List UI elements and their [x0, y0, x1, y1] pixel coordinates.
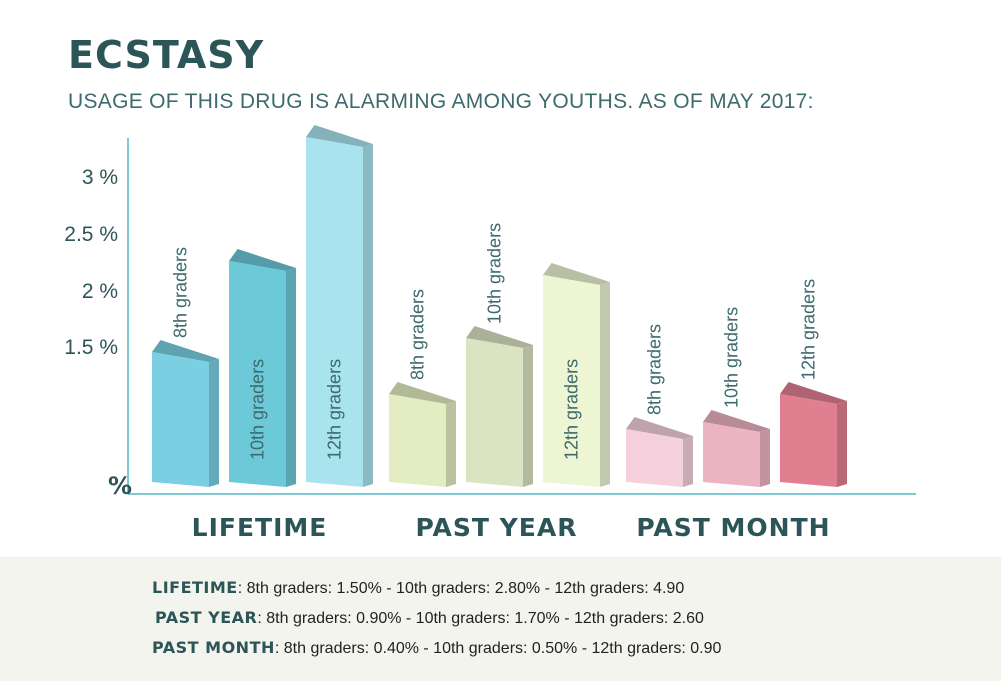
bar-series-label: 10th graders [485, 223, 505, 324]
bar-series-label: 8th graders [171, 247, 191, 338]
bar-side [760, 429, 770, 487]
category-label: PAST MONTH [636, 513, 830, 542]
bar [780, 394, 837, 487]
summary-text: : 8th graders: 1.50% - 10th graders: 2.8… [237, 580, 685, 597]
bar-side [523, 345, 533, 487]
y-tick-label: 1.5 % [64, 336, 118, 359]
bar-top [703, 410, 770, 432]
bar-top [626, 417, 693, 439]
bar-side [363, 144, 373, 487]
bar [543, 275, 600, 487]
bar-side [683, 436, 693, 487]
y-tick-label: 2 % [82, 280, 118, 303]
bar-series-label: 10th graders [722, 307, 742, 408]
bar-side [286, 268, 296, 487]
bar-top [780, 382, 847, 404]
summary-line-past-year: PAST YEAR: 8th graders: 0.90% - 10th gra… [155, 608, 704, 628]
y-axis-label: % [108, 472, 132, 500]
bar-series-label: 12th graders [325, 359, 345, 460]
chart-subtitle: USAGE OF THIS DRUG IS ALARMING AMONG YOU… [68, 90, 814, 113]
bar-series-label: 12th graders [799, 279, 819, 380]
summary-line-lifetime: LIFETIME: 8th graders: 1.50% - 10th grad… [152, 578, 684, 598]
bar-top [152, 340, 219, 362]
summary-text: : 8th graders: 0.90% - 10th graders: 1.7… [257, 610, 704, 627]
bar [703, 422, 760, 487]
bar-series-label: 8th graders [408, 289, 428, 380]
bar-side [446, 401, 456, 487]
bar [626, 429, 683, 487]
bar-top [229, 249, 296, 271]
chart-title: ECSTASY [68, 33, 265, 77]
summary-line-past-month: PAST MONTH: 8th graders: 0.40% - 10th gr… [152, 638, 721, 658]
category-label: PAST YEAR [416, 513, 578, 542]
bar [306, 137, 363, 487]
bar [229, 261, 286, 487]
bar-chart: 3 % 2.5 % 2 % 1.5 %% 8th graders 10th graders… [64, 125, 916, 542]
bar-side [837, 401, 847, 487]
summary-text: : 8th graders: 0.40% - 10th graders: 0.5… [274, 640, 722, 657]
summary-key: PAST YEAR [155, 608, 258, 627]
bar-top [543, 263, 610, 285]
summary-key: LIFETIME [152, 578, 238, 597]
y-tick-label: 3 % [82, 166, 118, 189]
bar-series-label: 8th graders [645, 324, 665, 415]
summary-key: PAST MONTH [152, 638, 275, 657]
category-label: LIFETIME [192, 513, 328, 542]
bar [466, 338, 523, 487]
bar [152, 352, 209, 487]
bar-series-label: 10th graders [248, 359, 268, 460]
bar-top [389, 382, 456, 404]
bar-top [466, 326, 533, 348]
y-tick-label: 2.5 % [64, 223, 118, 246]
bar-side [209, 359, 219, 487]
bar-side [600, 282, 610, 487]
bar-series-label: 12th graders [562, 359, 582, 460]
bar-top [306, 125, 373, 147]
bar [389, 394, 446, 487]
data-summary-panel: LIFETIME: 8th graders: 1.50% - 10th grad… [0, 557, 1001, 681]
